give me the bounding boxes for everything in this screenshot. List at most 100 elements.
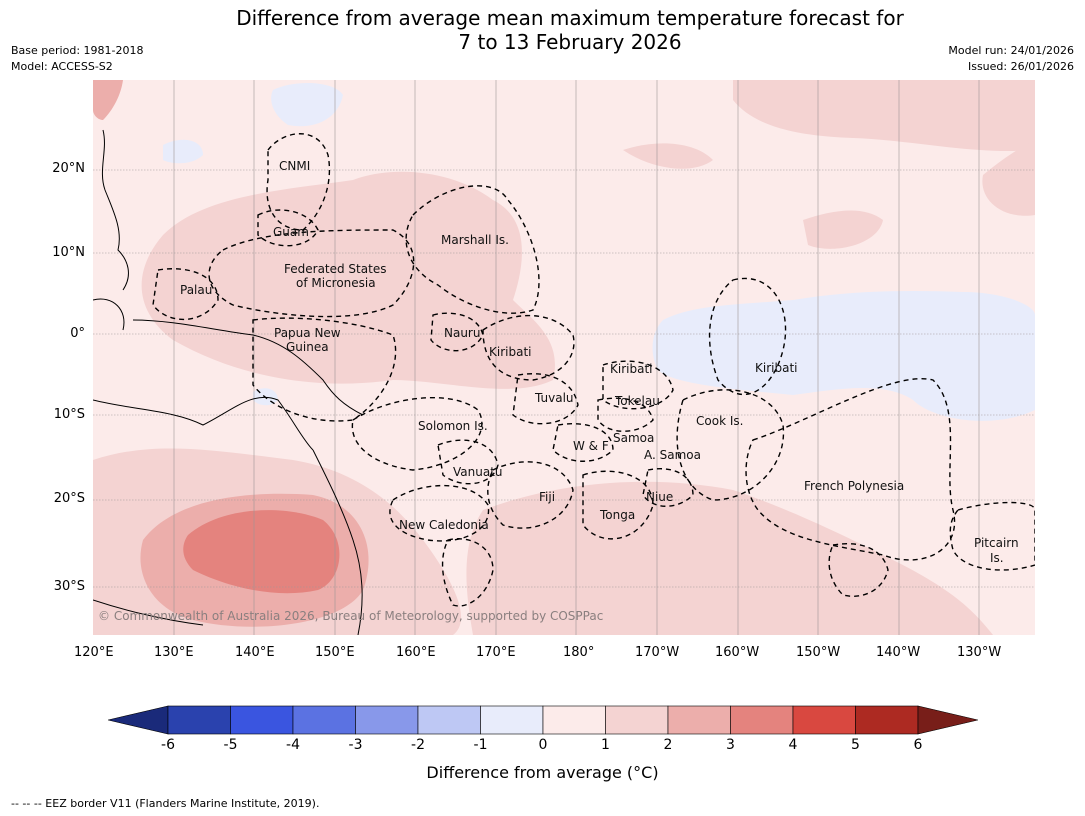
eez-south-1	[441, 538, 494, 607]
colorbar-over-arrow	[917, 705, 978, 735]
lon-label-170e: 170°E	[476, 645, 516, 660]
eez-solomon	[351, 396, 483, 471]
anomaly-zone-0to1-blue-north	[271, 83, 343, 127]
label-fsm-line-1: Federated States	[284, 262, 386, 276]
lon-label-160e: 160°E	[396, 645, 436, 660]
colorbar-tick-label: -6	[161, 737, 175, 753]
colorbar-bin	[855, 705, 919, 735]
anomaly-zone-0to1-blue-central	[652, 290, 1035, 421]
lon-label-180: 180°	[563, 645, 595, 660]
colorbar-tick-label: 5	[851, 737, 860, 753]
coast-australia-south	[93, 599, 204, 626]
label-asamoa: A. Samoa	[644, 448, 701, 462]
lat-label-30s: 30°S	[53, 579, 85, 594]
label-guam: Guam	[273, 225, 309, 239]
lon-label-140e: 140°E	[235, 645, 275, 660]
title-line-1: Difference from average mean maximum tem…	[236, 6, 904, 30]
colorbar-bin	[667, 705, 731, 735]
meta-right: Model run: 24/01/2026 Issued: 26/01/2026	[948, 43, 1074, 75]
eez-kiribati-central	[602, 360, 674, 410]
title-line-2: 7 to 13 February 2026	[458, 30, 682, 54]
eez-marshall	[405, 185, 540, 314]
eez-niue	[642, 468, 694, 507]
anomaly-zone-1to2-ne	[733, 80, 1035, 152]
eez-tokelau	[597, 397, 654, 432]
place-labels: CNMI Guam Marshall Is. Federated States …	[180, 159, 1019, 565]
eez-palau	[152, 268, 219, 321]
colorbar-label: Difference from average (°C)	[426, 763, 659, 782]
colorbar-under-arrow	[108, 705, 169, 735]
map-title: Difference from average mean maximum tem…	[0, 6, 1085, 54]
base-period: Base period: 1981-2018	[11, 44, 144, 57]
lon-label-130w: 130°W	[957, 645, 1002, 660]
lon-label-150w: 150°W	[796, 645, 841, 660]
coast-borneo	[93, 298, 125, 331]
label-png-line-2: Guinea	[286, 340, 329, 354]
label-wf: W & F	[573, 439, 609, 453]
model-name: Model: ACCESS-S2	[11, 60, 113, 73]
colorbar-bin	[480, 705, 544, 735]
coast-australia-north	[93, 396, 314, 451]
colorbar-tick-label: -1	[473, 737, 488, 753]
anomaly-zone-1to2-hawaii	[803, 210, 883, 249]
colorbar-bins	[167, 705, 919, 735]
label-vanuatu: Vanuatu	[453, 465, 503, 479]
coast-new-guinea	[132, 319, 364, 416]
anomaly-zone-1to2-e	[623, 143, 713, 169]
lat-label-10n: 10°N	[52, 245, 85, 260]
map-canvas: CNMI Guam Marshall Is. Federated States …	[93, 80, 1035, 635]
colorbar-bin	[730, 705, 794, 735]
colorbar-tick-label: 0	[538, 737, 548, 753]
colorbar-bin	[605, 705, 669, 735]
label-kiribati-central: Kiribati	[610, 362, 652, 376]
colorbar-tick-label: -3	[348, 737, 363, 753]
lon-label-160w: 160°W	[715, 645, 760, 660]
eez-kiribati-west	[482, 314, 575, 381]
label-kiribati-west: Kiribati	[489, 345, 531, 359]
colorbar-bin	[792, 705, 856, 735]
eez-newcal	[389, 484, 490, 542]
label-tokelau: Tokelau	[614, 394, 660, 408]
eez-south-2	[828, 543, 889, 597]
label-pitcairn-line-1: Pitcairn	[974, 536, 1019, 550]
graticule	[93, 80, 1035, 635]
label-pitcairn-line-2: Is.	[990, 551, 1004, 565]
eez-tonga	[582, 470, 654, 540]
eez-cnmi	[266, 133, 331, 231]
meta-left: Base period: 1981-2018 Model: ACCESS-S2	[11, 43, 143, 75]
colorbar	[108, 705, 978, 735]
colorbar-bin	[542, 705, 606, 735]
colorbar-bin	[417, 705, 481, 735]
colorbar-bin	[167, 705, 231, 735]
eez-samoa-wf	[552, 423, 614, 462]
coast-philippines	[101, 129, 129, 291]
anomaly-zone-1to2-southcentral	[466, 481, 993, 635]
colorbar-bin	[292, 705, 356, 735]
colorbar-tick-label: -2	[411, 737, 425, 753]
eez-nauru	[430, 312, 484, 352]
eez-fsm	[208, 229, 415, 318]
label-fsm-line-2: of Micronesia	[296, 276, 376, 290]
colorbar-tick-label: 1	[601, 737, 610, 753]
label-fiji: Fiji	[539, 490, 555, 504]
lon-label-130e: 130°E	[154, 645, 194, 660]
label-solomon: Solomon Is.	[418, 419, 488, 433]
lon-label-120e: 120°E	[74, 645, 114, 660]
colorbar-tick-label: 6	[913, 737, 923, 753]
anomaly-zone-3to4	[183, 510, 340, 594]
anomaly-zone-1to2-west	[141, 171, 555, 389]
colorbar-tick-label: 3	[726, 737, 735, 753]
lat-label-20n: 20°N	[52, 161, 85, 176]
eez-legend-note: -- -- -- EEZ border V11 (Flanders Marine…	[11, 797, 320, 810]
eez-guam	[257, 209, 319, 247]
eez-png	[252, 317, 397, 422]
eez-vanuatu	[437, 439, 499, 485]
eez-borders	[152, 133, 1035, 607]
anomaly-zone-1to2-ne2	[982, 140, 1035, 216]
anomaly-zone-0to1-blue-nw	[163, 139, 203, 164]
issued-date: Issued: 26/01/2026	[967, 60, 1074, 73]
colorbar-tick-label: 4	[788, 737, 798, 753]
label-french-polynesia: French Polynesia	[804, 479, 904, 493]
lat-label-10s: 10°S	[53, 407, 85, 422]
label-samoa: Samoa	[613, 431, 654, 445]
